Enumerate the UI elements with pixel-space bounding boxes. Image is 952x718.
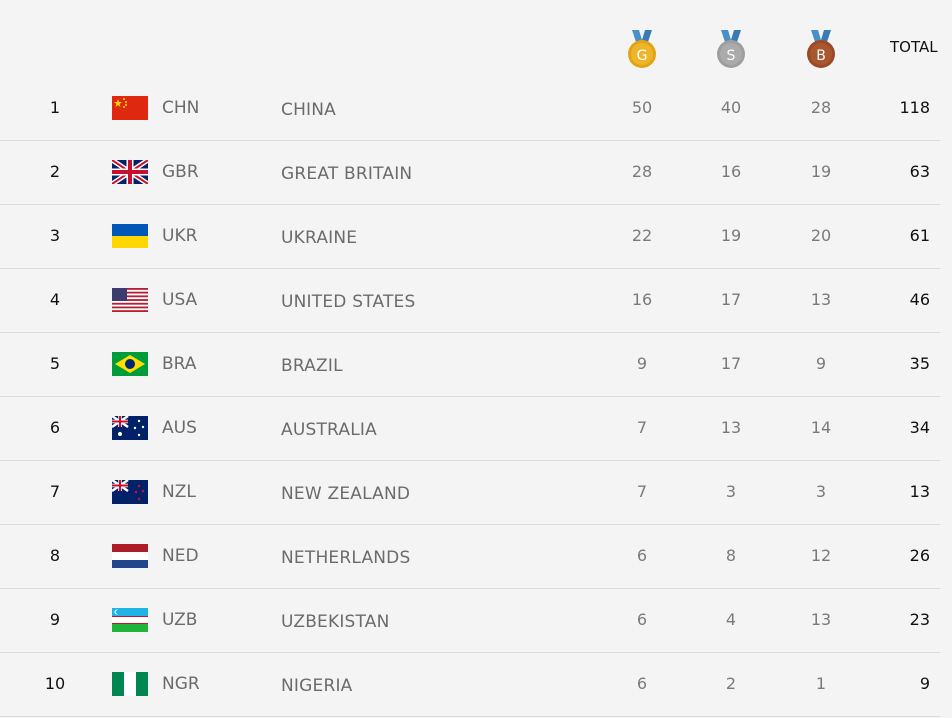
silver-count: 16: [720, 162, 742, 181]
silver-count: 2: [725, 674, 737, 693]
table-row[interactable]: 8 NED NETHERLANDS 6 8 12 26: [0, 524, 940, 589]
gold-count: 7: [636, 418, 648, 437]
china-flag-icon: [112, 96, 148, 120]
gold-count: 6: [636, 674, 648, 693]
country-name: BRAZIL: [281, 356, 343, 376]
gold-count: 28: [631, 162, 653, 181]
country-name: GREAT BRITAIN: [281, 164, 413, 184]
gold-count: 50: [631, 98, 653, 117]
country-code: BRA: [162, 354, 197, 374]
new-zealand-flag-icon: [112, 480, 148, 504]
table-row[interactable]: 1 CHN CHINA 50 40 28 118: [0, 76, 940, 141]
country-name: NEW ZEALAND: [281, 484, 411, 504]
uzbekistan-flag-icon: [112, 608, 148, 632]
rank-cell: 5: [49, 354, 61, 373]
table-row[interactable]: 10 NGR NIGERIA 6 2 1 9: [0, 652, 940, 717]
table-row[interactable]: 9 UZB UZBEKISTAN 6 4 13 23: [0, 588, 940, 653]
netherlands-flag-icon: [112, 544, 148, 568]
country-name: NIGERIA: [281, 676, 353, 696]
united-states-flag-icon: [112, 288, 148, 312]
total-count: 46: [909, 290, 930, 309]
silver-count: 40: [720, 98, 742, 117]
total-count: 13: [909, 482, 930, 501]
rank-cell: 4: [49, 290, 61, 309]
australia-flag-icon: [112, 416, 148, 440]
country-code: NZL: [162, 482, 196, 502]
gold-medal-letter: G: [637, 48, 648, 64]
rank-cell: 7: [49, 482, 61, 501]
country-name: UZBEKISTAN: [281, 612, 390, 632]
table-row[interactable]: 7 NZL NEW ZEALAND 7 3 3 13: [0, 460, 940, 525]
table-row[interactable]: 3 UKR UKRAINE 22 19 20 61: [0, 204, 940, 269]
country-code: UKR: [162, 226, 198, 246]
gold-count: 7: [636, 482, 648, 501]
total-count: 23: [909, 610, 930, 629]
bronze-count: 14: [810, 418, 832, 437]
total-count: 118: [899, 98, 930, 117]
bronze-count: 3: [815, 482, 827, 501]
silver-count: 19: [720, 226, 742, 245]
bronze-count: 13: [810, 290, 832, 309]
table-row[interactable]: 4 USA UNITED STATES 16 17 13 46: [0, 268, 940, 333]
nigeria-flag-icon: [112, 672, 148, 696]
medal-table-header: G S B TOTAL: [0, 0, 952, 76]
country-code: NGR: [162, 674, 200, 694]
rank-cell: 2: [49, 162, 61, 181]
bronze-medal-icon: B: [806, 30, 836, 70]
country-name: NETHERLANDS: [281, 548, 411, 568]
bronze-count: 20: [810, 226, 832, 245]
rank-cell: 3: [49, 226, 61, 245]
total-count: 26: [909, 546, 930, 565]
silver-count: 17: [720, 354, 742, 373]
table-row[interactable]: 5 BRA BRAZIL 9 17 9 35: [0, 332, 940, 397]
brazil-flag-icon: [112, 352, 148, 376]
bronze-count: 9: [815, 354, 827, 373]
total-count: 61: [909, 226, 930, 245]
total-count: 63: [909, 162, 930, 181]
gold-medal-icon: G: [627, 30, 657, 70]
silver-count: 3: [725, 482, 737, 501]
total-count: 34: [909, 418, 930, 437]
total-count: 35: [909, 354, 930, 373]
silver-count: 17: [720, 290, 742, 309]
country-code: UZB: [162, 610, 198, 630]
great-britain-flag-icon: [112, 160, 148, 184]
country-code: USA: [162, 290, 198, 310]
silver-count: 4: [725, 610, 737, 629]
silver-count: 8: [725, 546, 737, 565]
silver-count: 13: [720, 418, 742, 437]
gold-count: 16: [631, 290, 653, 309]
country-name: AUSTRALIA: [281, 420, 377, 440]
ukraine-flag-icon: [112, 224, 148, 248]
gold-count: 6: [636, 610, 648, 629]
bronze-medal-letter: B: [816, 48, 826, 64]
bronze-count: 12: [810, 546, 832, 565]
silver-medal-icon: S: [716, 30, 746, 70]
country-name: UKRAINE: [281, 228, 358, 248]
country-name: UNITED STATES: [281, 292, 416, 312]
gold-count: 9: [636, 354, 648, 373]
country-name: CHINA: [281, 100, 337, 120]
bronze-count: 19: [810, 162, 832, 181]
bronze-count: 28: [810, 98, 832, 117]
rank-cell: 6: [49, 418, 61, 437]
rank-cell: 8: [49, 546, 61, 565]
country-code: GBR: [162, 162, 199, 182]
gold-count: 6: [636, 546, 648, 565]
table-row[interactable]: 6 AUS AUSTRALIA 7 13 14 34: [0, 396, 940, 461]
country-code: AUS: [162, 418, 197, 438]
rank-cell: 10: [44, 674, 66, 693]
bronze-count: 13: [810, 610, 832, 629]
table-row[interactable]: 2 GBR GREAT BRITAIN 28 16 19 63: [0, 140, 940, 205]
bronze-count: 1: [815, 674, 827, 693]
total-column-header: TOTAL: [890, 38, 938, 56]
gold-count: 22: [631, 226, 653, 245]
rank-cell: 9: [49, 610, 61, 629]
rank-cell: 1: [49, 98, 61, 117]
total-count: 9: [919, 674, 930, 693]
country-code: NED: [162, 546, 199, 566]
country-code: CHN: [162, 98, 200, 118]
silver-medal-letter: S: [727, 48, 736, 64]
